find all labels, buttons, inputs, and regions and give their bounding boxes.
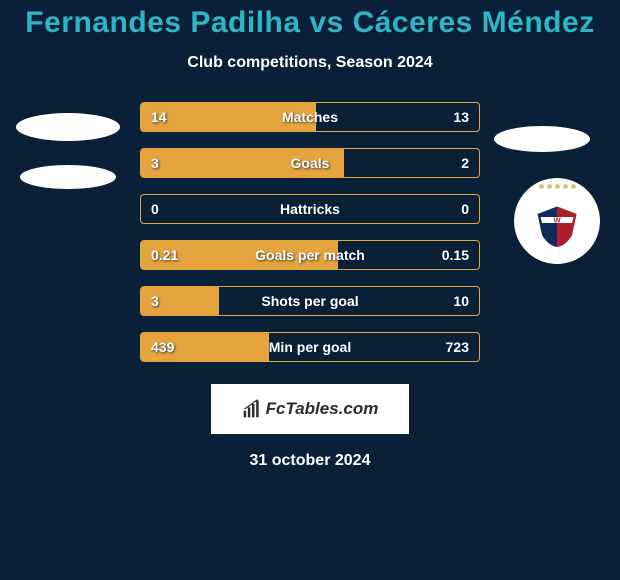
stat-label: Goals (291, 155, 330, 171)
stat-row: 439 Min per goal 723 (140, 332, 480, 362)
stat-label: Min per goal (269, 339, 351, 355)
stat-value-left: 3 (151, 155, 159, 171)
stat-label: Hattricks (280, 201, 340, 217)
stat-row: 3 Goals 2 (140, 148, 480, 178)
club-crest-icon: W (533, 202, 581, 250)
player-right-silhouette (494, 126, 590, 152)
stat-label: Matches (282, 109, 338, 125)
stat-value-right: 0 (461, 201, 469, 217)
player-right-badge: W (514, 178, 600, 264)
stat-row: 14 Matches 13 (140, 102, 480, 132)
stat-label: Goals per match (255, 247, 365, 263)
stat-row: 0.21 Goals per match 0.15 (140, 240, 480, 270)
stat-label: Shots per goal (261, 293, 358, 309)
stat-value-left: 3 (151, 293, 159, 309)
page-title: Fernandes Padilha vs Cáceres Méndez (0, 6, 620, 40)
svg-text:W: W (553, 215, 561, 224)
stat-row: 3 Shots per goal 10 (140, 286, 480, 316)
brand-label: FcTables.com (266, 399, 379, 419)
player-left-silhouette-1 (16, 113, 120, 141)
stat-value-left: 14 (151, 109, 167, 125)
brand-box: FcTables.com (211, 384, 409, 434)
stat-value-right: 2 (461, 155, 469, 171)
player-left-silhouette-2 (20, 165, 116, 189)
stat-value-left: 439 (151, 339, 174, 355)
subtitle: Club competitions, Season 2024 (0, 54, 620, 72)
stat-value-left: 0.21 (151, 247, 178, 263)
stat-bar-list: 14 Matches 13 3 Goals 2 0 Hattricks 0 0.21 Goals p… (140, 102, 480, 362)
stat-value-right: 13 (453, 109, 469, 125)
crest-stars-icon (539, 184, 576, 189)
brand-chart-icon (242, 399, 262, 419)
stat-row: 0 Hattricks 0 (140, 194, 480, 224)
stat-value-right: 10 (453, 293, 469, 309)
stat-value-right: 0.15 (442, 247, 469, 263)
comparison-infographic: Fernandes Padilha vs Cáceres Méndez Club… (0, 0, 620, 580)
date-label: 31 october 2024 (0, 452, 620, 470)
stat-value-left: 0 (151, 201, 159, 217)
stat-value-right: 723 (446, 339, 469, 355)
player-left-badge (18, 108, 118, 194)
